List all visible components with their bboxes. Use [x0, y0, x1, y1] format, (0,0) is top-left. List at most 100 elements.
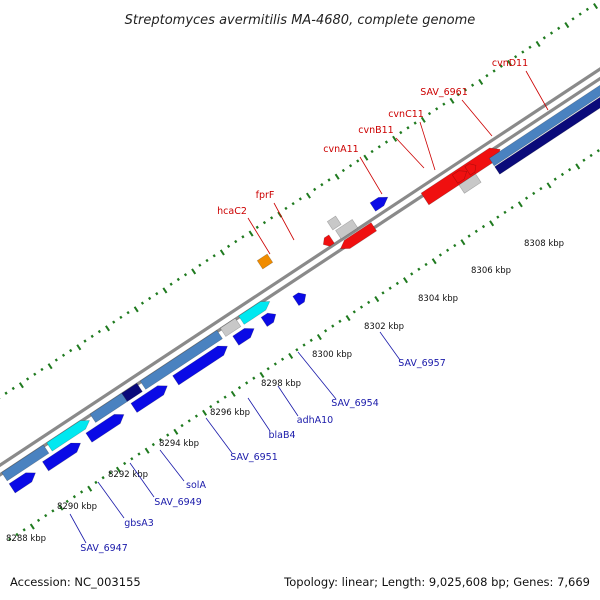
tick-mark — [442, 102, 446, 106]
leader-line — [69, 513, 87, 544]
tick-mark — [345, 315, 351, 322]
tick-mark — [456, 93, 460, 97]
tick-mark — [158, 438, 163, 442]
tick-marks — [0, 3, 600, 541]
gene-label: blaB4 — [268, 430, 295, 441]
tick-mark — [427, 111, 432, 116]
gene-label: gbsA3 — [124, 518, 154, 529]
tick-mark — [553, 177, 557, 181]
tick-mark — [571, 17, 575, 21]
tick-mark — [524, 196, 529, 200]
genome-summary-text: Topology: linear; Length: 9,025,608 bp; … — [283, 575, 590, 589]
gene-feature — [139, 329, 223, 390]
tick-mark — [506, 59, 512, 66]
tick-mark — [241, 235, 245, 239]
tick-mark — [176, 277, 180, 282]
tick-mark — [341, 168, 345, 173]
tick-mark — [112, 320, 116, 324]
tick-mark — [270, 216, 274, 220]
tick-mark — [205, 258, 209, 263]
tick-mark — [313, 187, 317, 192]
tick-mark — [492, 69, 496, 73]
tick-mark — [8, 537, 12, 541]
gene-feature — [46, 420, 90, 452]
tick-mark — [162, 287, 168, 294]
gene-feature — [121, 382, 143, 402]
gene-label: SAV_6951 — [230, 452, 278, 463]
tick-mark — [76, 344, 82, 351]
tick-mark — [359, 305, 364, 309]
tick-mark — [578, 12, 582, 16]
tick-mark — [348, 164, 353, 168]
gene-label: fprF — [256, 190, 275, 201]
tick-mark — [370, 149, 374, 154]
accession-text: Accession: NC_003155 — [10, 575, 141, 589]
gene-feature — [339, 222, 378, 250]
tick-mark — [517, 201, 523, 208]
tick-mark — [144, 447, 150, 454]
tick-mark — [97, 329, 101, 334]
gene-feature — [369, 196, 389, 212]
tick-mark — [280, 357, 285, 361]
tick-mark — [69, 348, 73, 353]
gene-feature — [326, 215, 342, 231]
tick-mark — [309, 338, 313, 342]
tick-mark — [521, 50, 525, 54]
tick-mark — [596, 149, 600, 153]
tick-mark — [435, 107, 439, 111]
tick-label: 8292 kbp — [108, 470, 148, 480]
gene-features — [1, 80, 600, 494]
tick-mark — [420, 116, 426, 123]
tick-mark — [295, 348, 299, 352]
tick-mark — [119, 315, 123, 320]
gene-feature — [292, 292, 307, 307]
gene-label: SAV_6961 — [420, 87, 468, 98]
tick-mark — [338, 319, 342, 323]
tick-mark — [223, 395, 227, 399]
tick-mark — [259, 371, 265, 378]
tick-mark — [61, 353, 66, 357]
tick-mark — [209, 404, 213, 409]
tick-mark — [173, 428, 179, 435]
tick-mark — [58, 504, 64, 511]
tick-mark — [291, 201, 295, 206]
gene-feature — [1, 444, 50, 482]
gene-feature — [219, 317, 242, 337]
tick-mark — [305, 192, 311, 199]
tick-mark — [115, 466, 121, 473]
gene-feature — [458, 173, 482, 194]
tick-mark — [377, 145, 381, 149]
tick-mark — [392, 135, 398, 142]
gene-feature — [85, 414, 125, 443]
tick-mark — [510, 205, 514, 210]
tick-mark — [234, 239, 238, 244]
gene-feature — [130, 385, 168, 413]
tick-mark — [288, 352, 294, 360]
leader-line — [129, 462, 155, 498]
tick-mark — [72, 495, 77, 499]
tick-mark — [460, 239, 466, 246]
gene-feature — [238, 301, 271, 325]
tick-mark — [51, 509, 55, 513]
tick-mark — [230, 390, 236, 397]
gene-label: cvnB11 — [358, 125, 393, 136]
tick-mark — [4, 391, 8, 395]
leader-line — [97, 481, 125, 519]
label-leaders — [69, 70, 549, 544]
tick-mark — [438, 253, 443, 257]
tick-mark — [363, 154, 369, 161]
gene-feature — [232, 328, 255, 346]
tick-mark — [593, 3, 599, 10]
tick-label: 8296 kbp — [210, 408, 250, 418]
tick-mark — [384, 140, 389, 144]
tick-mark — [273, 362, 277, 366]
tick-mark — [252, 376, 256, 380]
tick-mark — [331, 324, 335, 328]
tick-label: 8306 kbp — [471, 266, 511, 276]
map-title: Streptomyces avermitilis MA-4680, comple… — [125, 13, 476, 28]
tick-mark — [499, 64, 503, 68]
tick-mark — [219, 249, 225, 256]
leader-line — [247, 397, 271, 432]
